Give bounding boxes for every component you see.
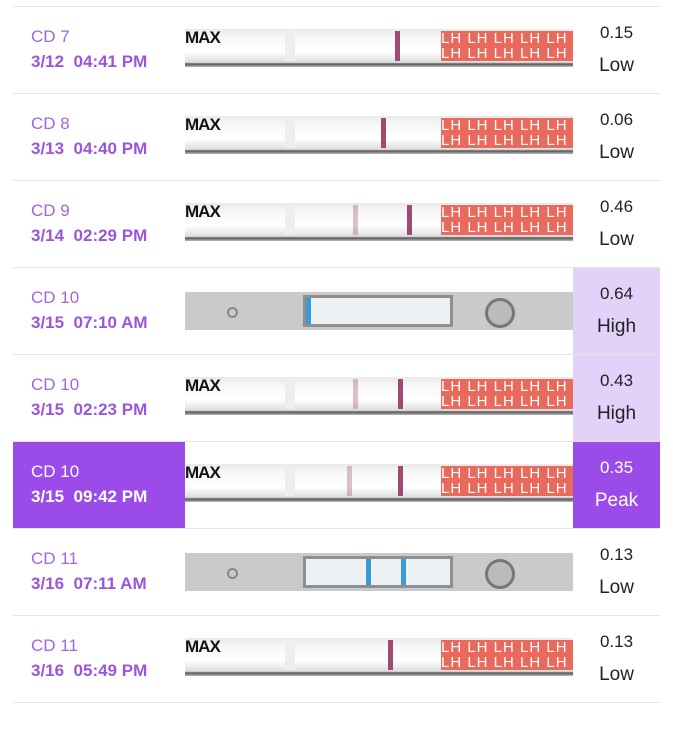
date-cell: CD 10 3/15 09:42 PM xyxy=(13,442,185,528)
cycle-day: CD 7 xyxy=(31,27,70,46)
test-line xyxy=(381,118,386,148)
test-line xyxy=(401,559,406,585)
result-row[interactable]: CD 8 3/13 04:40 PM MAX LH LH LH LH LH LH LH… xyxy=(13,93,660,180)
test-datetime: 3/15 02:23 PM xyxy=(31,400,148,419)
result-level: Low xyxy=(599,664,634,685)
result-value: 0.46 xyxy=(599,197,634,216)
strip-brand: MAX xyxy=(185,116,221,134)
strip-pad: LH LH LH LH LH LH LH LH LH LH LH LH LH L… xyxy=(441,640,573,670)
result-level: Low xyxy=(599,577,634,598)
cycle-day: CD 10 xyxy=(31,288,80,307)
result-row[interactable]: CD 10 3/15 09:42 PM MAX LH LH LH LH LH LH L… xyxy=(13,441,660,528)
test-line xyxy=(398,379,403,409)
cycle-day: CD 11 xyxy=(31,549,78,568)
test-cassette-photo xyxy=(185,292,573,330)
cycle-day: CD 11 xyxy=(31,636,78,655)
result-cell: 0.35 Peak xyxy=(573,442,660,528)
test-line xyxy=(395,31,400,61)
result-row[interactable]: CD 7 3/12 04:41 PM MAX LH LH LH LH LH LH LH… xyxy=(13,6,660,93)
result-level: Low xyxy=(599,229,634,250)
strip-brand: MAX xyxy=(185,203,221,221)
date-cell: CD 10 3/15 02:23 PM xyxy=(13,355,185,441)
cycle-day: CD 9 xyxy=(31,201,70,220)
strip-pad: LH LH LH LH LH LH LH LH LH LH LH LH LH L… xyxy=(441,118,573,148)
result-cell: 0.15 Low xyxy=(573,7,660,93)
result-row[interactable]: CD 11 3/16 05:49 PM MAX LH LH LH LH LH LH L… xyxy=(13,615,660,703)
test-datetime: 3/15 09:42 PM xyxy=(31,487,148,506)
test-cassette-photo xyxy=(185,553,573,591)
test-line xyxy=(398,466,403,496)
result-value: 0.64 xyxy=(599,284,634,303)
cycle-day: CD 10 xyxy=(31,375,80,394)
result-cell: 0.13 Low xyxy=(573,616,660,702)
date-cell: CD 8 3/13 04:40 PM xyxy=(13,94,185,180)
result-cell: 0.43 High xyxy=(573,355,660,441)
result-value: 0.13 xyxy=(599,545,634,564)
date-cell: CD 9 3/14 02:29 PM xyxy=(13,181,185,267)
result-row[interactable]: CD 10 3/15 07:10 AM 0.64 High xyxy=(13,267,660,354)
result-cell: 0.13 Low xyxy=(573,529,660,615)
sample-well-icon xyxy=(227,568,238,579)
strip-pad: LH LH LH LH LH LH LH LH LH LH LH LH LH L… xyxy=(441,466,573,496)
test-strip-photo: MAX LH LH LH LH LH LH LH LH LH LH LH LH L… xyxy=(185,29,573,67)
sample-well-icon xyxy=(227,307,238,318)
result-value: 0.43 xyxy=(599,371,634,390)
test-datetime: 3/16 05:49 PM xyxy=(31,661,148,680)
test-datetime: 3/12 04:41 PM xyxy=(31,52,148,71)
test-strip-photo: MAX LH LH LH LH LH LH LH LH LH LH LH LH L… xyxy=(185,116,573,154)
test-strip-photo: MAX LH LH LH LH LH LH LH LH LH LH LH LH L… xyxy=(185,203,573,241)
result-cell: 0.06 Low xyxy=(573,94,660,180)
test-line xyxy=(407,205,412,235)
strip-brand: MAX xyxy=(185,638,221,656)
strip-pad: LH LH LH LH LH LH LH LH LH LH LH LH LH L… xyxy=(441,379,573,409)
test-results-list: CD 7 3/12 04:41 PM MAX LH LH LH LH LH LH LH… xyxy=(13,6,660,703)
result-value: 0.35 xyxy=(599,458,634,477)
date-cell: CD 11 3/16 05:49 PM xyxy=(13,616,185,702)
result-row[interactable]: CD 9 3/14 02:29 PM MAX LH LH LH LH LH LH LH… xyxy=(13,180,660,267)
result-cell: 0.46 Low xyxy=(573,181,660,267)
test-datetime: 3/15 07:10 AM xyxy=(31,313,148,332)
strip-pad: LH LH LH LH LH LH LH LH LH LH LH LH LH L… xyxy=(441,205,573,235)
test-line xyxy=(366,559,371,585)
cycle-day: CD 10 xyxy=(31,462,80,481)
cassette-knob xyxy=(485,559,515,589)
strip-brand: MAX xyxy=(185,464,221,482)
test-datetime: 3/16 07:11 AM xyxy=(31,574,147,593)
test-line xyxy=(306,298,311,324)
result-level: High xyxy=(596,316,637,337)
result-window xyxy=(303,295,453,327)
result-value: 0.15 xyxy=(599,23,634,42)
strip-brand: MAX xyxy=(185,377,221,395)
date-cell: CD 10 3/15 07:10 AM xyxy=(13,268,185,354)
test-strip-photo: MAX LH LH LH LH LH LH LH LH LH LH LH LH L… xyxy=(185,464,573,502)
test-line xyxy=(353,205,358,235)
result-row[interactable]: CD 11 3/16 07:11 AM 0.13 Low xyxy=(13,528,660,615)
test-line xyxy=(353,379,358,409)
result-level: Peak xyxy=(594,490,639,511)
result-level: Low xyxy=(599,55,634,76)
result-value: 0.06 xyxy=(599,110,634,129)
result-window xyxy=(303,556,453,588)
test-strip-photo: MAX LH LH LH LH LH LH LH LH LH LH LH LH L… xyxy=(185,638,573,676)
strip-pad: LH LH LH LH LH LH LH LH LH LH LH LH LH L… xyxy=(441,31,573,61)
date-cell: CD 7 3/12 04:41 PM xyxy=(13,7,185,93)
cassette-knob xyxy=(485,298,515,328)
date-cell: CD 11 3/16 07:11 AM xyxy=(13,529,185,615)
strip-brand: MAX xyxy=(185,29,221,47)
result-level: Low xyxy=(599,142,634,163)
test-line xyxy=(347,466,352,496)
test-line xyxy=(388,640,393,670)
result-row[interactable]: CD 10 3/15 02:23 PM MAX LH LH LH LH LH LH L… xyxy=(13,354,660,441)
test-strip-photo: MAX LH LH LH LH LH LH LH LH LH LH LH LH L… xyxy=(185,377,573,415)
result-cell: 0.64 High xyxy=(573,268,660,354)
result-level: High xyxy=(596,403,637,424)
cycle-day: CD 8 xyxy=(31,114,70,133)
result-value: 0.13 xyxy=(599,632,634,651)
test-datetime: 3/13 04:40 PM xyxy=(31,139,148,158)
test-datetime: 3/14 02:29 PM xyxy=(31,226,148,245)
